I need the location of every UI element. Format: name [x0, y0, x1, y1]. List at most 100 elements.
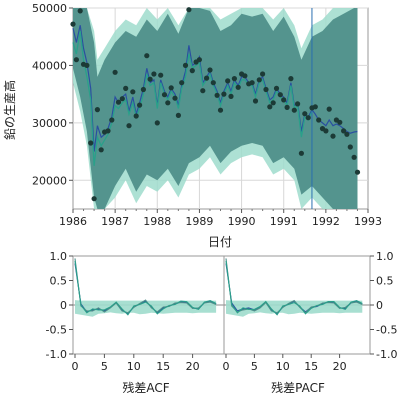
- forecast-x-ticks: 1986 1987 1988 1989 1990 1991 1992 1993: [59, 209, 382, 228]
- y-tick-label: -1.0: [376, 348, 397, 361]
- correlation-series-line: [74, 258, 217, 314]
- observed-point: [189, 68, 195, 74]
- inner-confidence-band: [73, 8, 358, 209]
- observed-points: [70, 7, 361, 202]
- observed-point: [235, 84, 241, 90]
- observed-point: [161, 92, 168, 98]
- observed-point: [260, 71, 266, 77]
- observed-point: [344, 131, 350, 137]
- observed-point: [263, 86, 269, 93]
- forecast-plot: 1986 1987 1988 1989 1990 1991 1992 1993 20000 30…: [2, 2, 382, 249]
- observed-point: [77, 8, 83, 14]
- observed-point: [281, 97, 287, 103]
- observed-point: [326, 106, 332, 112]
- y-tick-label: -0.5: [376, 324, 397, 337]
- observed-point: [252, 98, 259, 104]
- observed-point: [330, 133, 336, 139]
- observed-point: [126, 123, 132, 129]
- observed-point: [98, 147, 104, 153]
- y-tick-label: 0: [60, 299, 67, 312]
- x-tick-label: 10: [127, 360, 141, 373]
- x-tick-label: 1993: [354, 215, 382, 228]
- significance-band: [75, 300, 217, 317]
- observed-point: [119, 96, 125, 102]
- acf-x-ticks: 0 5 10 15 20: [72, 354, 200, 373]
- observed-point: [151, 71, 157, 77]
- observed-point: [94, 107, 100, 113]
- y-tick-label: 40000: [32, 59, 67, 72]
- observed-point: [73, 57, 79, 63]
- observed-point: [305, 115, 311, 121]
- observed-point: [84, 62, 90, 68]
- acf-bands: [75, 300, 217, 317]
- observed-point: [277, 92, 283, 98]
- forecast-confidence-bands: [73, 8, 358, 209]
- observed-point: [182, 62, 189, 68]
- y-tick-label: 50000: [32, 2, 67, 15]
- observed-point: [140, 86, 146, 93]
- observed-point: [288, 76, 294, 82]
- observed-point: [231, 76, 237, 82]
- observed-point: [347, 144, 353, 150]
- observed-point: [284, 104, 290, 110]
- x-tick-label: 15: [156, 360, 170, 373]
- x-tick-label: 5: [251, 360, 258, 373]
- pacf-lines: [225, 258, 363, 316]
- observed-point: [158, 72, 164, 78]
- observed-point: [196, 57, 202, 63]
- observed-point: [316, 117, 322, 123]
- x-tick-label: 5: [101, 360, 108, 373]
- x-tick-label: 1990: [228, 215, 256, 228]
- observed-point: [165, 100, 171, 106]
- observed-point: [323, 128, 329, 134]
- observed-point: [172, 95, 178, 101]
- y-tick-label: 0: [376, 299, 383, 312]
- observed-point: [207, 67, 213, 73]
- y-tick-label: 0.5: [376, 275, 394, 288]
- pacf-bands: [226, 300, 363, 317]
- observed-point: [256, 77, 262, 83]
- observed-point: [112, 69, 118, 75]
- observed-point: [200, 88, 206, 94]
- y-tick-label: -1.0: [46, 348, 67, 361]
- y-tick-label: 20000: [32, 174, 67, 187]
- observed-point: [228, 93, 234, 99]
- observed-point: [210, 80, 216, 86]
- observed-point: [144, 53, 150, 59]
- y-tick-label: 1.0: [50, 250, 68, 263]
- observed-point: [130, 89, 136, 95]
- observed-point: [221, 91, 227, 97]
- observed-point: [217, 107, 224, 113]
- observed-point: [123, 85, 129, 91]
- observed-point: [273, 85, 280, 91]
- x-tick-label: 15: [304, 360, 318, 373]
- x-tick-label: 1991: [270, 215, 298, 228]
- observed-point: [115, 99, 122, 105]
- forecast-x-axis-title: 日付: [208, 235, 232, 249]
- observed-point: [354, 169, 361, 175]
- forecast-y-axis-title: 鉛の生産高: [2, 80, 17, 140]
- observed-point: [70, 21, 76, 27]
- observed-point: [105, 128, 111, 134]
- observed-point: [249, 80, 255, 86]
- observed-point: [298, 150, 304, 156]
- observed-point: [270, 100, 276, 106]
- observed-point: [225, 78, 231, 84]
- observed-point: [186, 7, 192, 13]
- observed-point: [242, 73, 248, 79]
- x-tick-label: 1988: [143, 215, 171, 228]
- x-tick-label: 1989: [185, 215, 213, 228]
- x-tick-label: 20: [333, 360, 347, 373]
- observed-point: [341, 128, 347, 134]
- observed-point: [302, 111, 308, 117]
- acf-lines: [74, 258, 217, 316]
- x-tick-label: 1987: [101, 215, 129, 228]
- observed-point: [179, 80, 185, 86]
- residual-acf-plot: 0 5 10 15 20 -1.0 -0.5 0 0.5 1.0 残差ACF: [46, 250, 225, 395]
- observed-point: [109, 117, 115, 123]
- observed-point: [147, 76, 153, 82]
- observed-point: [154, 120, 160, 126]
- correlation-series-line: [225, 260, 363, 316]
- observed-point: [295, 101, 301, 107]
- y-tick-label: 30000: [32, 117, 67, 130]
